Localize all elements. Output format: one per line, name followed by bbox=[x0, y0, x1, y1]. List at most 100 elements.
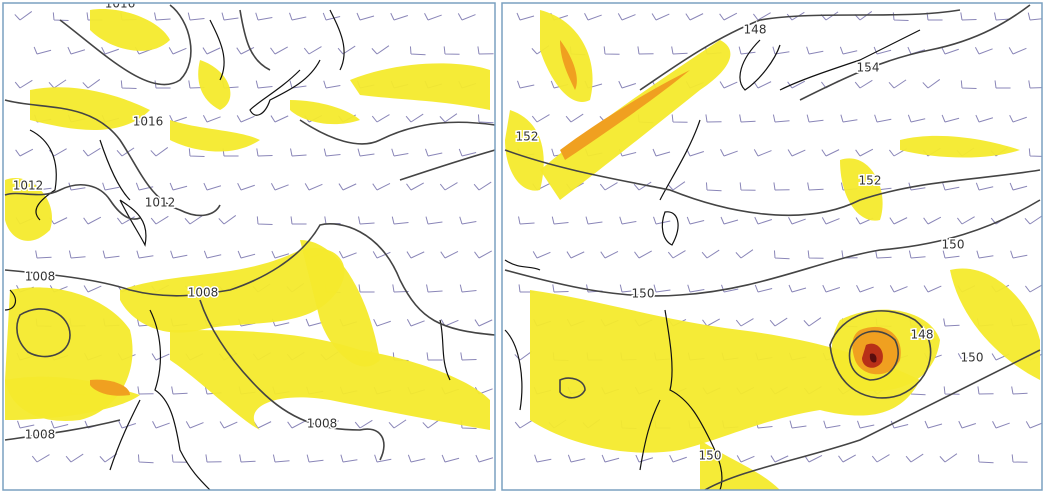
wind-barb bbox=[905, 453, 924, 463]
wind-barb bbox=[409, 46, 426, 56]
wind-barb bbox=[685, 13, 704, 21]
wind-barb bbox=[857, 420, 875, 429]
coastlines bbox=[504, 29, 921, 490]
wind-barb bbox=[425, 216, 443, 225]
wind-barb bbox=[908, 250, 926, 259]
wind-barb bbox=[290, 148, 307, 157]
wind-barb bbox=[772, 46, 790, 55]
contour-label: 1008 bbox=[25, 428, 56, 442]
contour-label: 150 bbox=[699, 449, 722, 463]
contour-label: 150 bbox=[632, 287, 655, 301]
contour-label: 152 bbox=[516, 130, 539, 144]
wind-barb bbox=[789, 420, 807, 429]
wind-barb bbox=[477, 114, 494, 124]
wind-barb bbox=[270, 115, 289, 123]
wind-barb bbox=[391, 148, 409, 157]
wind-barb bbox=[256, 216, 273, 226]
wind-barb bbox=[599, 182, 618, 191]
wind-barb bbox=[518, 216, 535, 225]
wind-barb bbox=[840, 114, 858, 123]
wind-barb bbox=[854, 79, 873, 89]
wind-barb bbox=[566, 251, 585, 259]
wind-barb bbox=[705, 182, 722, 192]
wind-barb bbox=[358, 216, 375, 225]
wind-barb bbox=[1028, 80, 1042, 89]
contour-label: 148 bbox=[911, 328, 934, 342]
wind-barb bbox=[170, 250, 188, 259]
wind-barb bbox=[65, 453, 84, 463]
contour-label: 148 bbox=[744, 23, 767, 37]
wind-barb bbox=[552, 284, 569, 293]
wind-barb bbox=[50, 420, 69, 429]
wind-barb bbox=[290, 216, 307, 225]
wind-barb bbox=[960, 80, 977, 90]
wind-barb bbox=[907, 114, 926, 123]
wind-barb bbox=[304, 183, 323, 191]
wind-barb bbox=[806, 46, 824, 55]
wind-barb bbox=[439, 182, 458, 191]
wind-barb bbox=[517, 80, 535, 89]
wind-barb bbox=[154, 12, 171, 21]
wind-barb bbox=[637, 46, 654, 55]
wind-barb bbox=[35, 250, 52, 259]
wind-barb bbox=[219, 421, 238, 429]
wind-barb bbox=[459, 284, 477, 293]
precip-shading bbox=[5, 9, 490, 430]
wind-barb bbox=[102, 250, 120, 259]
wind-barb bbox=[14, 11, 33, 21]
wind-barb bbox=[236, 46, 255, 55]
wind-barb bbox=[977, 454, 994, 464]
wind-barb bbox=[773, 182, 790, 191]
wind-barb bbox=[188, 148, 205, 158]
wind-barb bbox=[306, 454, 324, 463]
wind-barb bbox=[388, 419, 407, 429]
wind-barb bbox=[1009, 182, 1028, 191]
contour-label: 154 bbox=[857, 61, 880, 75]
wind-barb bbox=[567, 454, 586, 463]
wind-barb bbox=[405, 113, 424, 123]
wind-barb bbox=[754, 284, 773, 293]
wind-barb bbox=[923, 216, 942, 225]
wind-barb bbox=[669, 454, 687, 463]
wind-barb bbox=[120, 80, 137, 90]
wind-barb bbox=[618, 80, 637, 89]
wind-barb bbox=[185, 421, 204, 429]
wind-barb bbox=[634, 250, 652, 259]
wind-barb bbox=[255, 80, 273, 89]
wind-barb bbox=[514, 419, 533, 429]
wind-barb bbox=[390, 12, 409, 21]
wind-barb bbox=[822, 284, 841, 293]
wind-barb bbox=[908, 182, 926, 191]
wind-barb bbox=[821, 149, 840, 157]
wind-barb bbox=[943, 318, 960, 327]
wind-barb bbox=[892, 12, 909, 22]
wind-barb bbox=[754, 216, 773, 225]
wind-barb bbox=[221, 12, 239, 21]
wind-barb bbox=[475, 454, 494, 463]
wind-barb bbox=[169, 182, 188, 191]
wind-barb bbox=[270, 183, 289, 191]
wind-barb bbox=[135, 182, 154, 191]
surface-pressure-panel: 1016 1016 1012 1012 1008 1008 1008 1008 bbox=[4, 3, 495, 490]
wind-barb bbox=[889, 217, 908, 225]
wind-barb bbox=[534, 454, 552, 463]
wind-barb bbox=[838, 454, 856, 463]
wind-barb bbox=[102, 182, 120, 191]
wind-barb bbox=[975, 182, 994, 191]
wind-barb bbox=[671, 46, 688, 55]
wind-barb bbox=[372, 251, 391, 259]
wind-barb bbox=[976, 250, 994, 259]
isobars bbox=[4, 4, 495, 461]
wind-barb bbox=[239, 454, 256, 463]
wind-barb bbox=[671, 114, 688, 123]
wind-barb bbox=[585, 216, 603, 225]
wind-barb bbox=[960, 12, 977, 21]
wind-barb bbox=[687, 284, 705, 293]
wind-barb bbox=[372, 182, 391, 191]
wind-barb bbox=[271, 250, 290, 259]
wind-barb bbox=[150, 215, 169, 225]
wind-barb bbox=[289, 12, 307, 21]
wind-barb bbox=[855, 148, 874, 157]
wind-barb bbox=[1027, 12, 1042, 21]
